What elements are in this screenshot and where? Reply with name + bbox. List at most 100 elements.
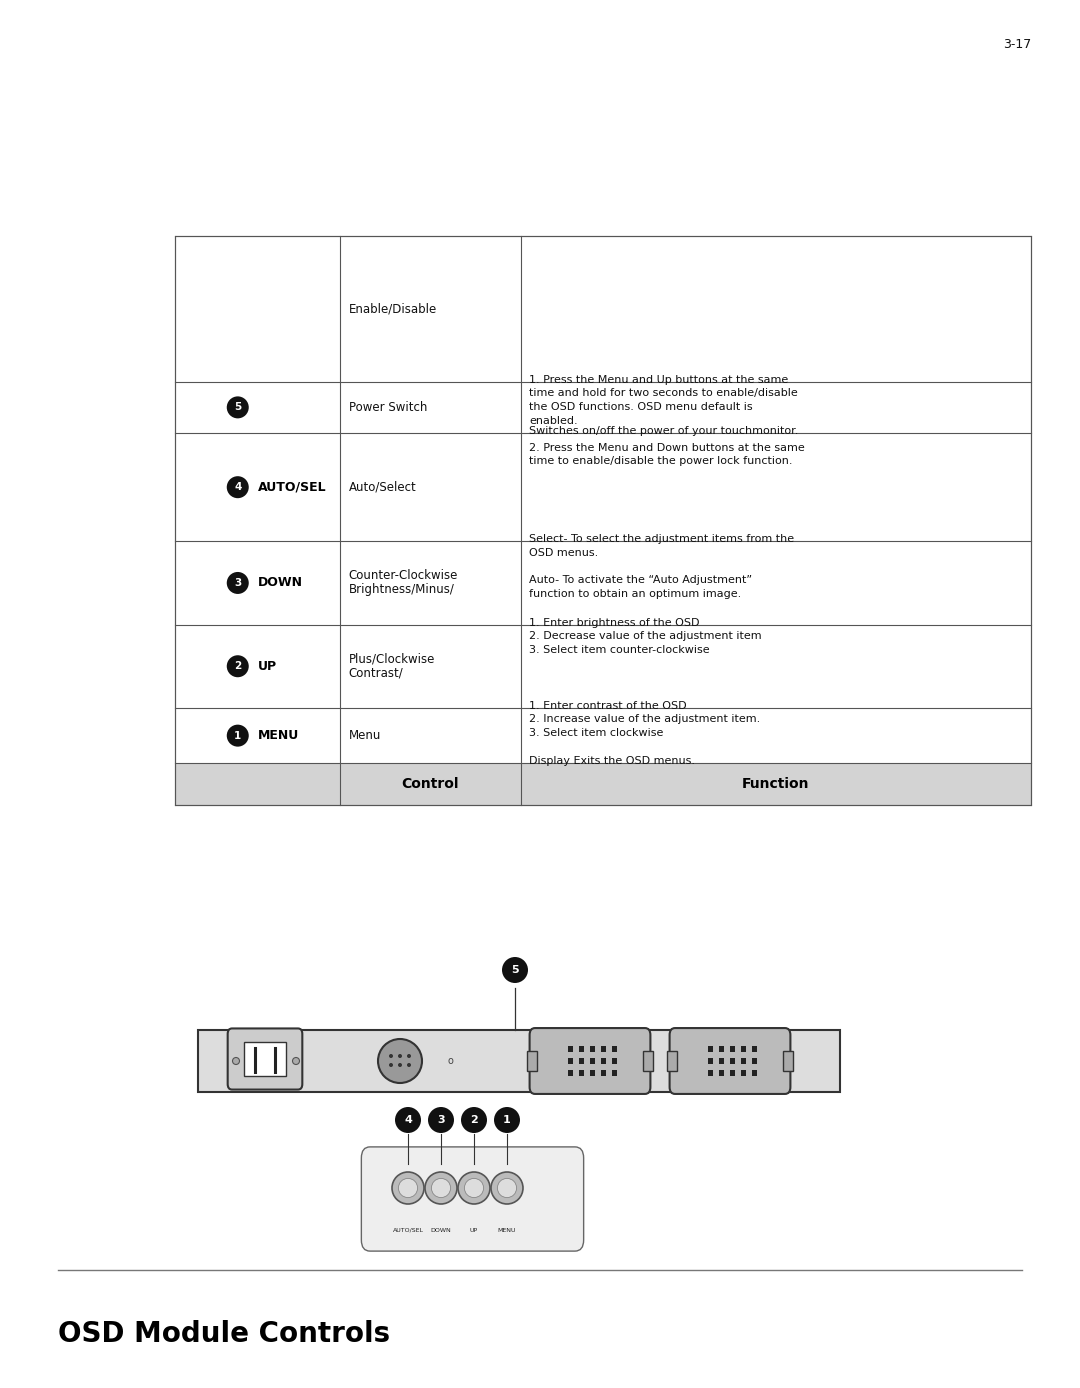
FancyBboxPatch shape	[670, 1029, 791, 1094]
Ellipse shape	[407, 1063, 411, 1067]
Text: Switches on/off the power of your touchmonitor.: Switches on/off the power of your touchm…	[529, 426, 798, 436]
Ellipse shape	[389, 1053, 393, 1058]
Text: AUTO/SEL: AUTO/SEL	[392, 1228, 423, 1233]
Text: 3: 3	[437, 1115, 445, 1126]
Bar	[527, 1051, 537, 1072]
Text: 2: 2	[470, 1115, 477, 1126]
Bar	[244, 1042, 286, 1076]
Text: Enable/Disable: Enable/Disable	[349, 303, 437, 315]
Ellipse shape	[461, 1108, 487, 1133]
Bar	[590, 1058, 595, 1065]
Text: 1. Enter contrast of the OSD
2. Increase value of the adjustment item.
3. Select: 1. Enter contrast of the OSD 2. Increase…	[529, 701, 760, 738]
Bar	[579, 1058, 584, 1065]
Bar	[579, 1070, 584, 1076]
Bar	[741, 1058, 746, 1065]
Ellipse shape	[498, 1178, 516, 1198]
Ellipse shape	[227, 476, 248, 498]
Text: Menu: Menu	[349, 729, 381, 743]
Text: 4: 4	[404, 1115, 411, 1126]
Text: Display Exits the OSD menus.: Display Exits the OSD menus.	[529, 756, 696, 766]
Text: 1. Press the Menu and Up buttons at the same
time and hold for two seconds to en: 1. Press the Menu and Up buttons at the …	[529, 375, 805, 466]
Text: MENU: MENU	[498, 1228, 516, 1233]
Ellipse shape	[428, 1108, 454, 1133]
Bar	[590, 1070, 595, 1076]
Text: OSD Module Controls: OSD Module Controls	[58, 1320, 390, 1348]
Ellipse shape	[399, 1178, 418, 1198]
Text: UP: UP	[258, 659, 276, 673]
Ellipse shape	[392, 1171, 424, 1203]
Ellipse shape	[494, 1108, 519, 1133]
Text: Counter-Clockwise: Counter-Clockwise	[349, 569, 458, 583]
Bar	[719, 1047, 724, 1052]
Text: 3: 3	[234, 577, 241, 589]
Text: Power Switch: Power Switch	[349, 401, 428, 414]
Bar	[568, 1070, 573, 1076]
Bar	[752, 1058, 757, 1065]
Bar	[600, 1047, 606, 1052]
Bar	[643, 1051, 653, 1072]
Bar	[741, 1070, 746, 1076]
Ellipse shape	[227, 572, 248, 594]
FancyBboxPatch shape	[362, 1146, 583, 1251]
Text: UP: UP	[470, 1228, 478, 1233]
Ellipse shape	[502, 956, 528, 983]
Bar	[730, 1047, 735, 1052]
Bar	[741, 1047, 746, 1052]
Bar	[708, 1058, 713, 1065]
FancyBboxPatch shape	[529, 1029, 650, 1094]
Ellipse shape	[431, 1178, 450, 1198]
Ellipse shape	[378, 1040, 422, 1083]
Text: AUTO/SEL: AUTO/SEL	[258, 480, 326, 494]
Bar	[579, 1047, 584, 1052]
Ellipse shape	[464, 1178, 484, 1198]
Bar	[600, 1070, 606, 1076]
Bar	[730, 1070, 735, 1076]
Text: Plus/Clockwise: Plus/Clockwise	[349, 652, 435, 666]
Text: 5: 5	[511, 965, 518, 974]
Text: Select- To select the adjustment items from the
OSD menus.

Auto- To activate th: Select- To select the adjustment items f…	[529, 534, 794, 598]
Bar	[783, 1051, 793, 1072]
Bar	[719, 1070, 724, 1076]
Bar	[612, 1047, 617, 1052]
Text: 3-17: 3-17	[1003, 37, 1031, 51]
Bar	[708, 1047, 713, 1052]
Text: Brightness/Minus/: Brightness/Minus/	[349, 583, 455, 597]
Text: 2: 2	[234, 661, 241, 672]
Bar	[667, 1051, 677, 1072]
Text: Auto/Select: Auto/Select	[349, 480, 417, 494]
Text: o: o	[447, 1056, 453, 1066]
FancyBboxPatch shape	[228, 1029, 302, 1090]
Ellipse shape	[407, 1053, 411, 1058]
Ellipse shape	[293, 1058, 299, 1065]
Text: Function: Function	[742, 777, 810, 791]
Bar	[198, 1030, 840, 1092]
Ellipse shape	[227, 655, 248, 677]
Ellipse shape	[227, 397, 248, 418]
Ellipse shape	[395, 1108, 421, 1133]
Bar	[590, 1047, 595, 1052]
Bar	[612, 1058, 617, 1065]
Bar	[752, 1070, 757, 1076]
Text: 1. Enter brightness of the OSD
2. Decrease value of the adjustment item
3. Selec: 1. Enter brightness of the OSD 2. Decrea…	[529, 618, 761, 655]
Text: 4: 4	[234, 482, 242, 493]
Bar	[568, 1047, 573, 1052]
Text: 1: 1	[234, 730, 241, 741]
Text: Control: Control	[402, 777, 459, 791]
Text: DOWN: DOWN	[258, 576, 302, 590]
Bar	[719, 1058, 724, 1065]
Ellipse shape	[389, 1063, 393, 1067]
Bar	[600, 1058, 606, 1065]
Ellipse shape	[399, 1053, 402, 1058]
Text: DOWN: DOWN	[431, 1228, 451, 1233]
Text: 5: 5	[234, 403, 241, 412]
Text: MENU: MENU	[258, 729, 299, 743]
Bar	[568, 1058, 573, 1065]
Bar	[612, 1070, 617, 1076]
Ellipse shape	[232, 1058, 240, 1065]
Bar	[752, 1047, 757, 1052]
Text: Contrast/: Contrast/	[349, 666, 404, 680]
Ellipse shape	[458, 1171, 490, 1203]
Ellipse shape	[491, 1171, 523, 1203]
Bar	[175, 763, 1031, 805]
Text: 1: 1	[503, 1115, 511, 1126]
